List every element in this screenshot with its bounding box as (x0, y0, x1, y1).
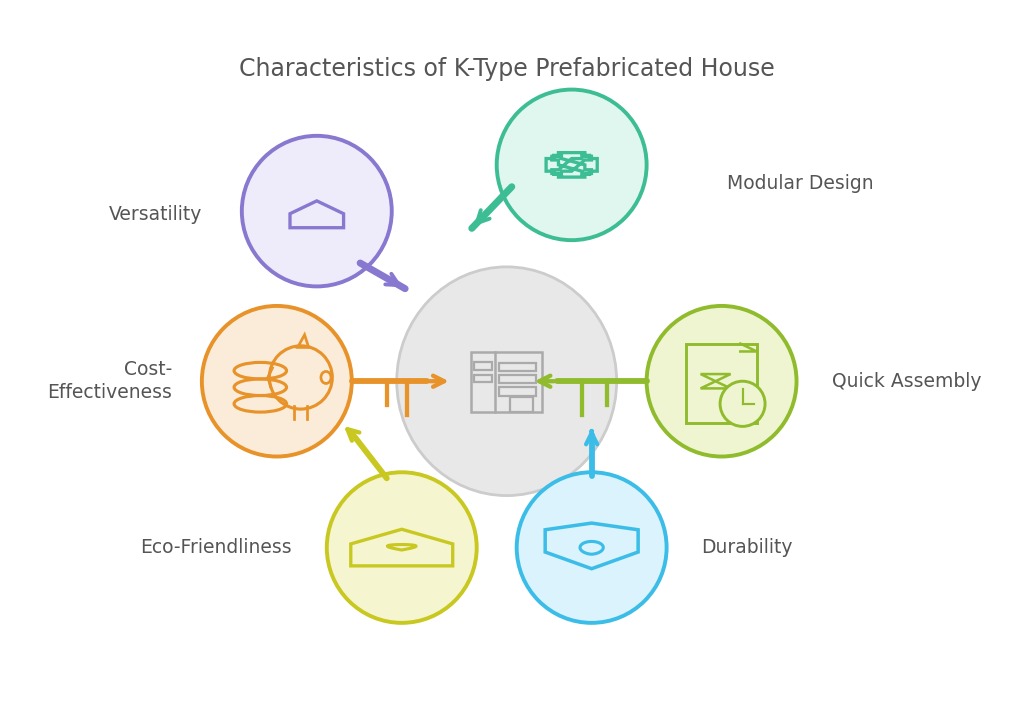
Polygon shape (290, 201, 344, 228)
Ellipse shape (517, 472, 667, 623)
Bar (499, 387, 536, 396)
Bar (474, 362, 493, 370)
Text: Modular Design: Modular Design (727, 174, 873, 193)
Ellipse shape (327, 472, 477, 623)
Ellipse shape (202, 306, 352, 457)
Text: Quick Assembly: Quick Assembly (831, 372, 981, 391)
Ellipse shape (646, 306, 797, 457)
Bar (474, 375, 493, 382)
Bar (510, 397, 532, 412)
Bar (471, 351, 543, 412)
Text: Durability: Durability (701, 538, 794, 557)
Text: Cost-
Effectiveness: Cost- Effectiveness (47, 360, 172, 402)
Text: Characteristics of K-Type Prefabricated House: Characteristics of K-Type Prefabricated … (239, 57, 774, 81)
Ellipse shape (396, 267, 616, 496)
Ellipse shape (720, 381, 765, 426)
Bar (686, 344, 757, 423)
Bar (499, 375, 536, 383)
Text: Versatility: Versatility (109, 205, 202, 224)
Bar (499, 363, 536, 371)
Text: Eco-Friendliness: Eco-Friendliness (140, 538, 292, 557)
Ellipse shape (497, 90, 646, 240)
Ellipse shape (242, 136, 392, 286)
